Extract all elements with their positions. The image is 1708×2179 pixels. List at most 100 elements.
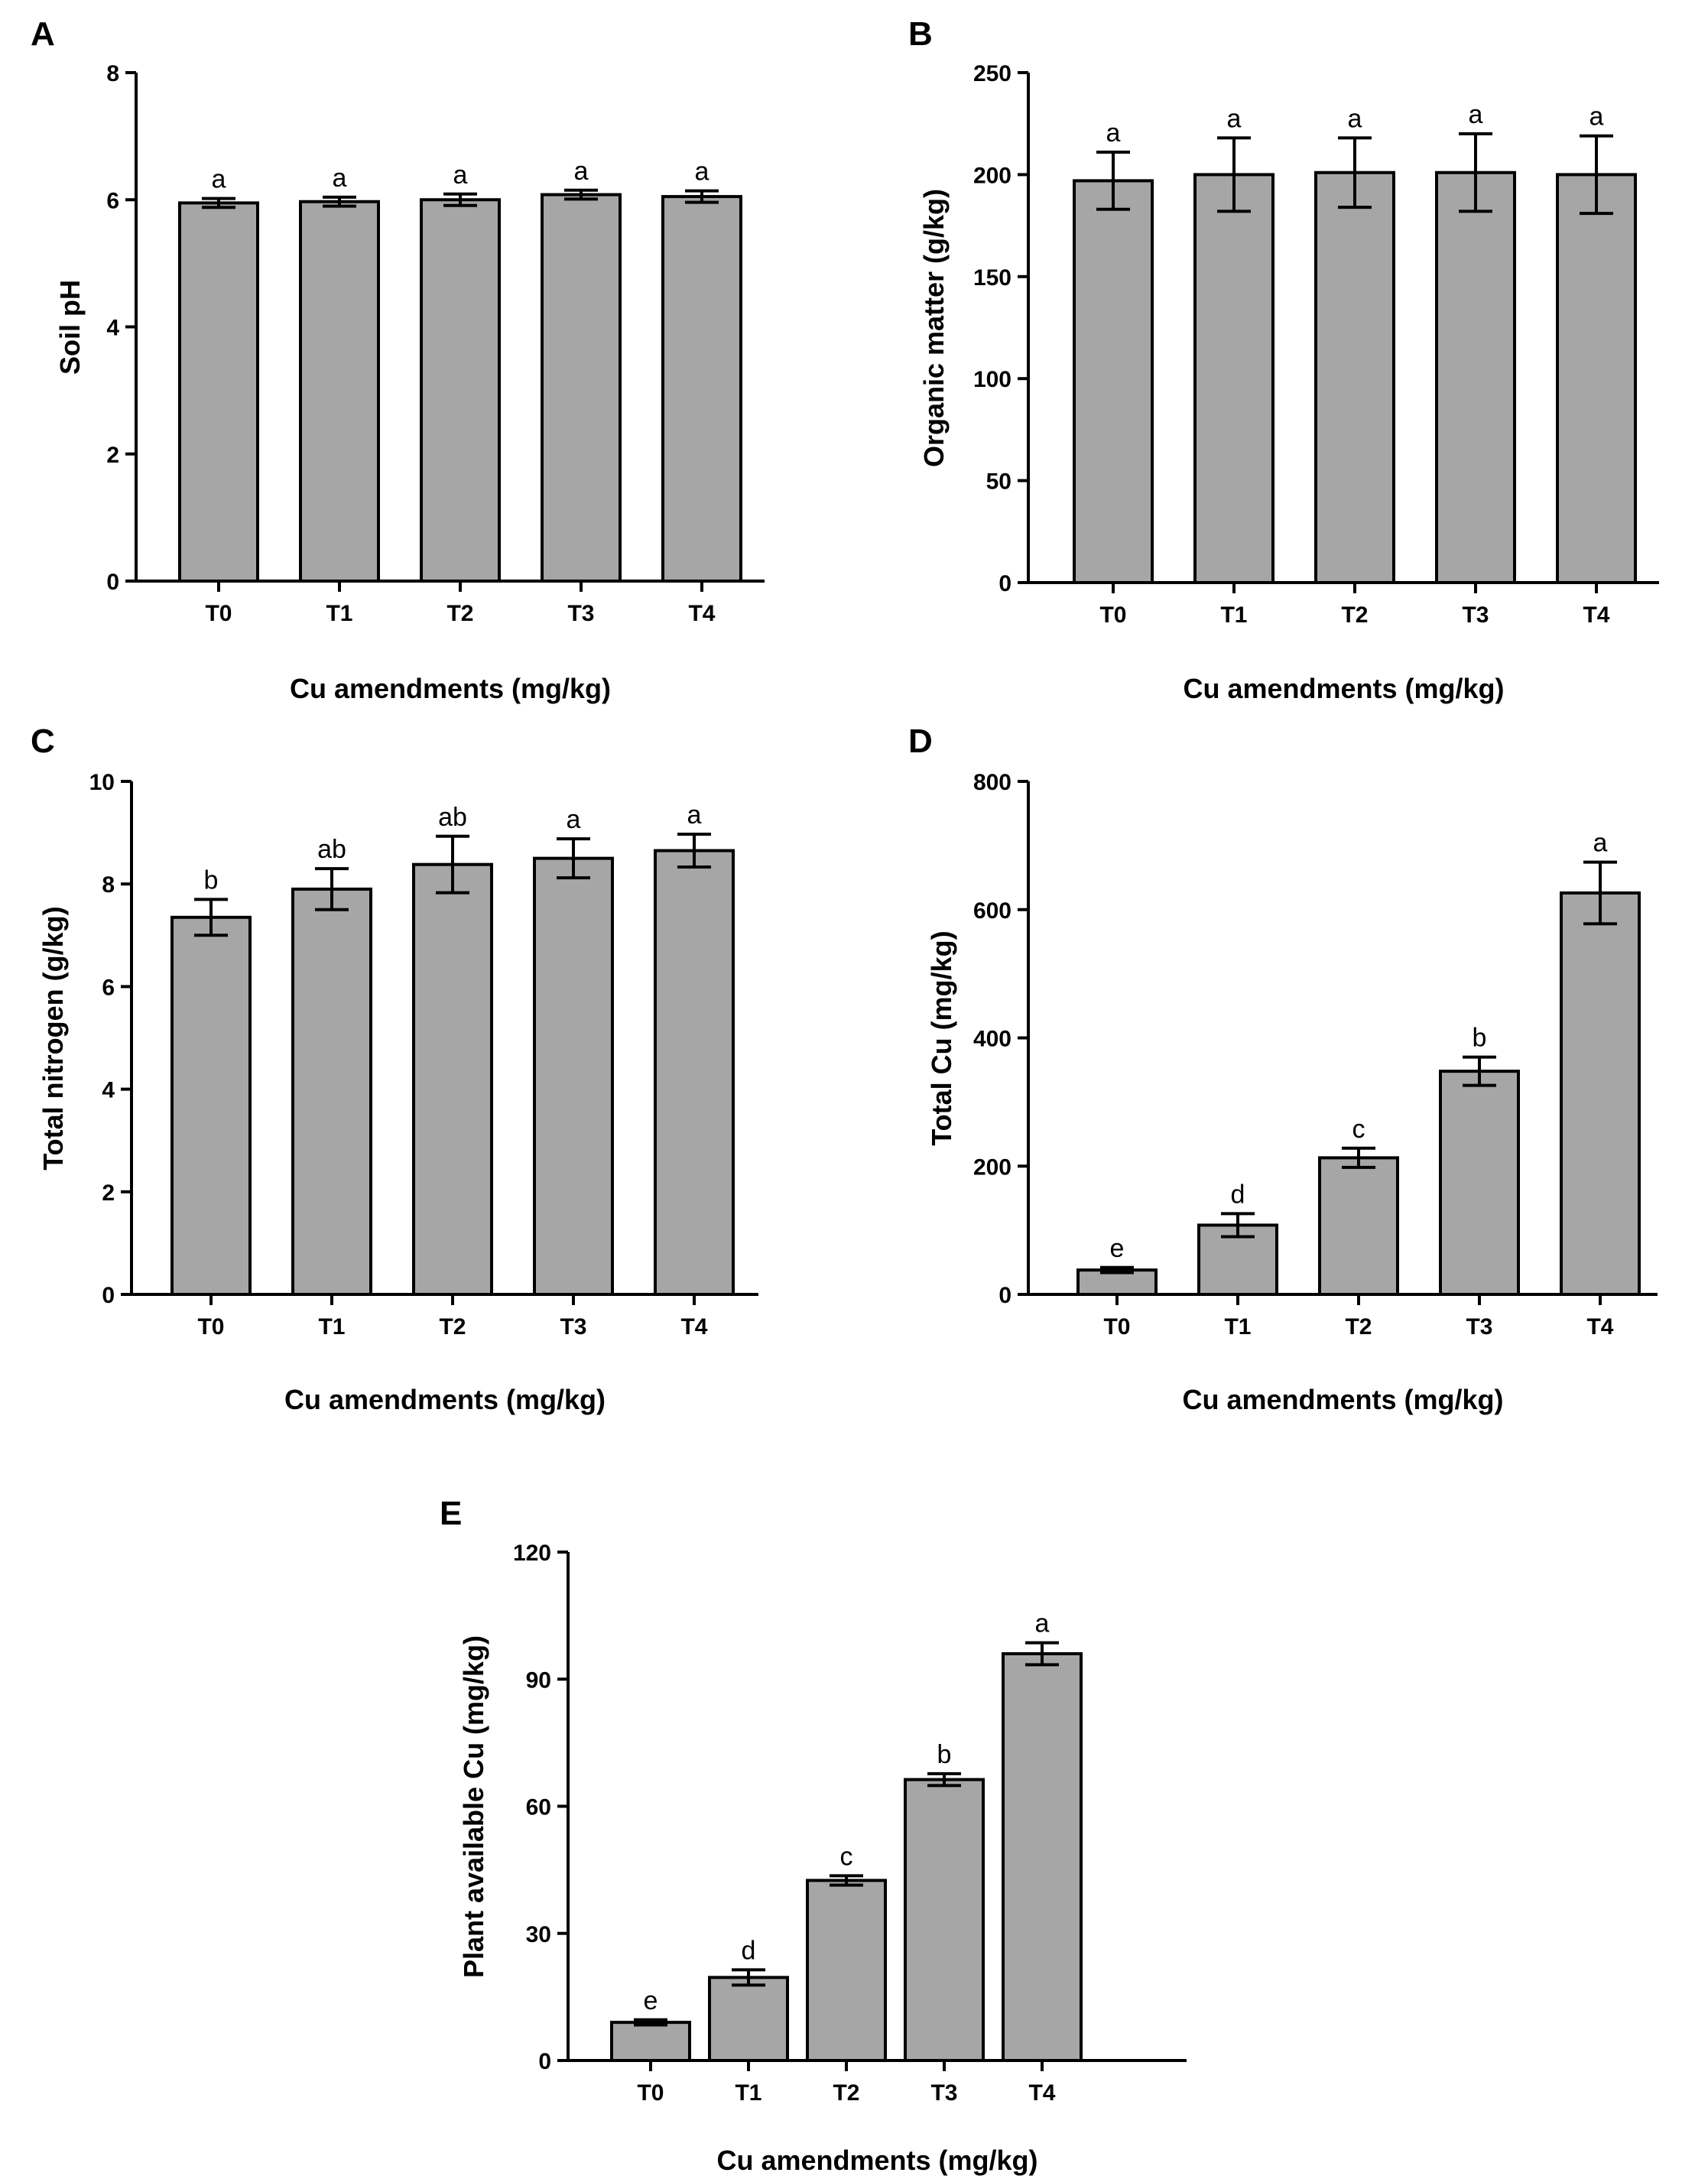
x-tick-label: T0	[205, 601, 232, 626]
y-tick-label: 400	[973, 1027, 1011, 1052]
bar	[1439, 1070, 1520, 1296]
y-tick-label: 6	[106, 188, 119, 213]
bar	[170, 915, 252, 1296]
x-tick-label: T4	[680, 1314, 707, 1340]
bar	[1073, 179, 1154, 585]
significance-label: a	[453, 161, 468, 190]
significance-label: d	[1231, 1180, 1245, 1209]
significance-label: a	[574, 157, 589, 186]
significance-label: a	[212, 165, 226, 194]
y-tick-label: 4	[102, 1078, 115, 1103]
x-tick-label: T1	[326, 601, 352, 626]
y-tick-label: 200	[973, 1154, 1011, 1180]
panel-letter: E	[440, 1495, 463, 1532]
significance-label: a	[1348, 104, 1362, 133]
significance-label: b	[204, 865, 219, 895]
x-axis-label: Cu amendments (mg/kg)	[1182, 1384, 1504, 1415]
significance-label: ab	[317, 835, 346, 864]
y-tick-label: 100	[973, 367, 1011, 392]
x-tick-label: T4	[1028, 2080, 1055, 2106]
y-tick-label: 200	[973, 163, 1011, 188]
x-tick-label: T4	[1583, 602, 1609, 628]
bar	[1002, 1652, 1083, 2062]
bar	[1560, 891, 1641, 1296]
significance-label: d	[742, 1936, 756, 1965]
bar	[708, 1976, 789, 2062]
significance-label: a	[695, 157, 710, 187]
bar	[420, 198, 501, 583]
y-tick-label: 10	[89, 770, 115, 795]
x-tick-label: T4	[688, 601, 715, 626]
y-tick-label: 2	[106, 443, 119, 468]
x-tick-label: T1	[1220, 602, 1247, 628]
x-axis-label: Cu amendments (mg/kg)	[284, 1384, 606, 1415]
significance-label: a	[1106, 119, 1121, 148]
y-tick-label: 2	[102, 1180, 115, 1206]
significance-label: b	[937, 1740, 952, 1769]
panel-letter: A	[31, 15, 55, 53]
significance-label: a	[1227, 104, 1242, 133]
bar	[661, 195, 742, 583]
x-tick-label: T0	[1099, 602, 1126, 628]
panel-letter: C	[31, 723, 55, 760]
x-tick-label: T2	[446, 601, 473, 626]
x-tick-label: T3	[560, 1314, 586, 1340]
x-tick-label: T3	[930, 2080, 957, 2106]
significance-label: a	[1035, 1609, 1050, 1638]
significance-label: a	[333, 164, 347, 193]
x-tick-label: T0	[1103, 1314, 1130, 1340]
y-tick-label: 90	[526, 1668, 551, 1693]
bar	[178, 201, 259, 583]
x-tick-label: T4	[1586, 1314, 1613, 1340]
x-tick-label: T1	[735, 2080, 761, 2106]
panel-letter: D	[908, 723, 933, 760]
x-tick-label: T3	[567, 601, 594, 626]
bar	[610, 2021, 691, 2062]
x-tick-label: T2	[439, 1314, 466, 1340]
significance-label: a	[567, 805, 581, 834]
x-tick-label: T1	[1224, 1314, 1251, 1340]
y-tick-label: 60	[526, 1795, 551, 1820]
y-tick-label: 6	[102, 975, 115, 1000]
y-tick-label: 0	[538, 2049, 551, 2074]
y-tick-label: 250	[973, 61, 1011, 86]
y-tick-label: 120	[513, 1541, 551, 1566]
y-tick-label: 0	[998, 571, 1011, 596]
bar	[904, 1778, 985, 2062]
significance-label: e	[1110, 1234, 1125, 1263]
y-tick-label: 600	[973, 898, 1011, 924]
y-tick-label: 8	[106, 61, 119, 86]
x-tick-label: T2	[833, 2080, 859, 2106]
x-tick-label: T2	[1345, 1314, 1372, 1340]
x-tick-label: T1	[318, 1314, 345, 1340]
x-axis-label: Cu amendments (mg/kg)	[289, 673, 612, 704]
y-tick-label: 30	[526, 1922, 551, 1947]
y-tick-label: 0	[998, 1283, 1011, 1308]
significance-label: c	[1352, 1115, 1365, 1144]
significance-label: e	[644, 1986, 658, 2015]
significance-label: a	[1589, 102, 1604, 132]
y-tick-label: 8	[102, 872, 115, 898]
x-tick-label: T3	[1466, 1314, 1492, 1340]
x-tick-label: T2	[1341, 602, 1368, 628]
x-tick-label: T3	[1462, 602, 1489, 628]
x-tick-label: T0	[637, 2080, 664, 2106]
panel-letter: B	[908, 15, 933, 53]
significance-label: c	[840, 1842, 853, 1871]
bar	[806, 1879, 887, 2063]
x-axis-label: Cu amendments (mg/kg)	[1183, 673, 1505, 704]
significance-label: a	[687, 800, 702, 830]
y-tick-label: 0	[106, 570, 119, 595]
bar	[654, 849, 735, 1296]
significance-label: a	[1593, 829, 1608, 858]
x-axis-label: Cu amendments (mg/kg)	[716, 2145, 1038, 2176]
bar	[299, 200, 380, 583]
y-tick-label: 50	[986, 469, 1011, 495]
y-tick-label: 4	[106, 316, 119, 341]
y-tick-label: 0	[102, 1283, 115, 1308]
